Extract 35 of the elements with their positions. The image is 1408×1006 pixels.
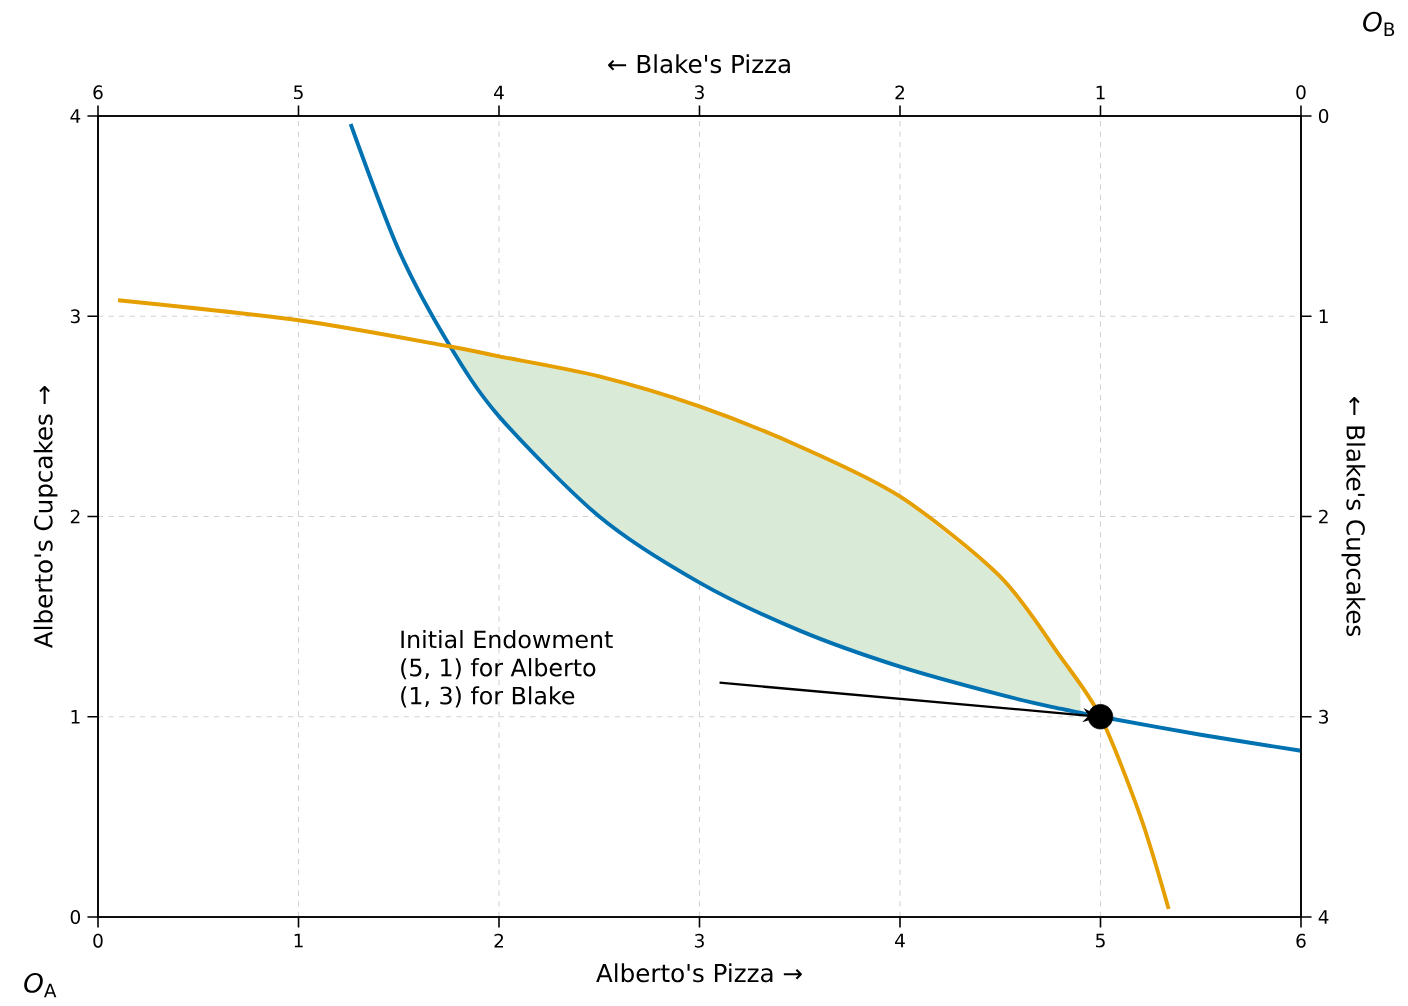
x-tick-label: 6: [1296, 933, 1306, 948]
y-tick-label: 2: [70, 509, 80, 524]
y2-tick-label: 0: [1318, 109, 1329, 123]
x2-tick-label: 0: [1296, 85, 1306, 100]
x-axis-title: Alberto's Pizza →: [596, 963, 802, 983]
x2-tick-label: 2: [895, 85, 905, 100]
text: O$_{A}$: [24, 972, 57, 998]
x2-tick-label: 4: [494, 85, 504, 100]
y-axis-title: Alberto's Cupcakes →: [33, 385, 58, 648]
x2-tick-label: 6: [93, 85, 103, 100]
x-tick-label: 5: [1096, 933, 1105, 948]
y-tick-label: 4: [70, 109, 81, 123]
y-tick-label: 3: [70, 309, 80, 324]
x-tick-label: 0: [93, 933, 103, 948]
y2-axis-title: ← Blake's Cupcakes: [1341, 396, 1366, 637]
y2-tick-label: 3: [1319, 709, 1328, 724]
x2-tick-label: 1: [1096, 85, 1105, 100]
x2-tick-label: 5: [294, 85, 303, 100]
annotation: (1, 3) for Blake: [401, 686, 575, 708]
x2-tick-label: 3: [695, 85, 704, 100]
y2-tick-label: 1: [1319, 309, 1328, 323]
y-tick-label: 1: [71, 710, 80, 724]
y2-tick-label: 4: [1318, 910, 1329, 924]
x-tick-label: 4: [895, 933, 905, 948]
x2-axis-title: ← Blake's Pizza: [608, 54, 790, 74]
line-series: [348, 122, 1303, 753]
x-tick-label: 3: [695, 933, 704, 948]
y-tick-label: 0: [70, 910, 81, 924]
x-tick-label: 2: [494, 933, 504, 948]
y2-tick-label: 2: [1319, 509, 1328, 524]
text: O$_{B}$: [1363, 11, 1395, 37]
annotation: Initial Endowment: [401, 629, 613, 649]
line-series: [116, 298, 1171, 911]
annotation: (5, 1) for Alberto: [401, 658, 596, 680]
x-tick-label: 1: [294, 933, 303, 948]
